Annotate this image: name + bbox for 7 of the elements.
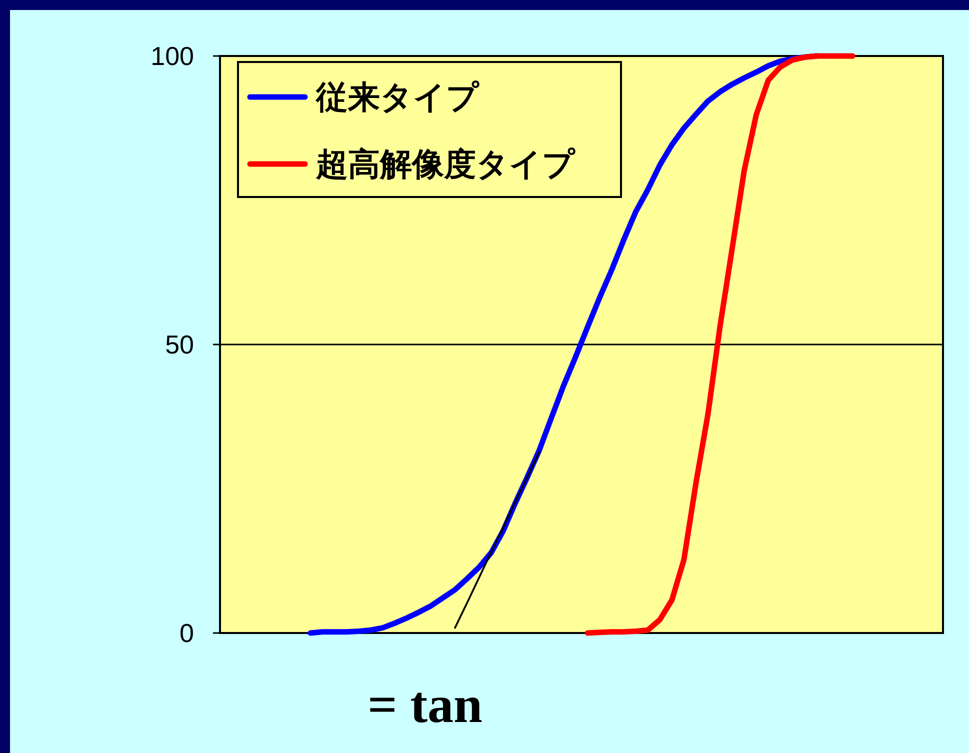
- legend-label: 超高解像度タイプ: [315, 146, 576, 182]
- text: = tan: [368, 677, 483, 734]
- y-tick-label: 0: [180, 618, 194, 648]
- y-tick-label: 50: [165, 330, 194, 360]
- legend-label: 従来タイプ: [315, 79, 480, 115]
- line-series: [454, 450, 540, 629]
- y-tick-label: 100: [150, 41, 194, 71]
